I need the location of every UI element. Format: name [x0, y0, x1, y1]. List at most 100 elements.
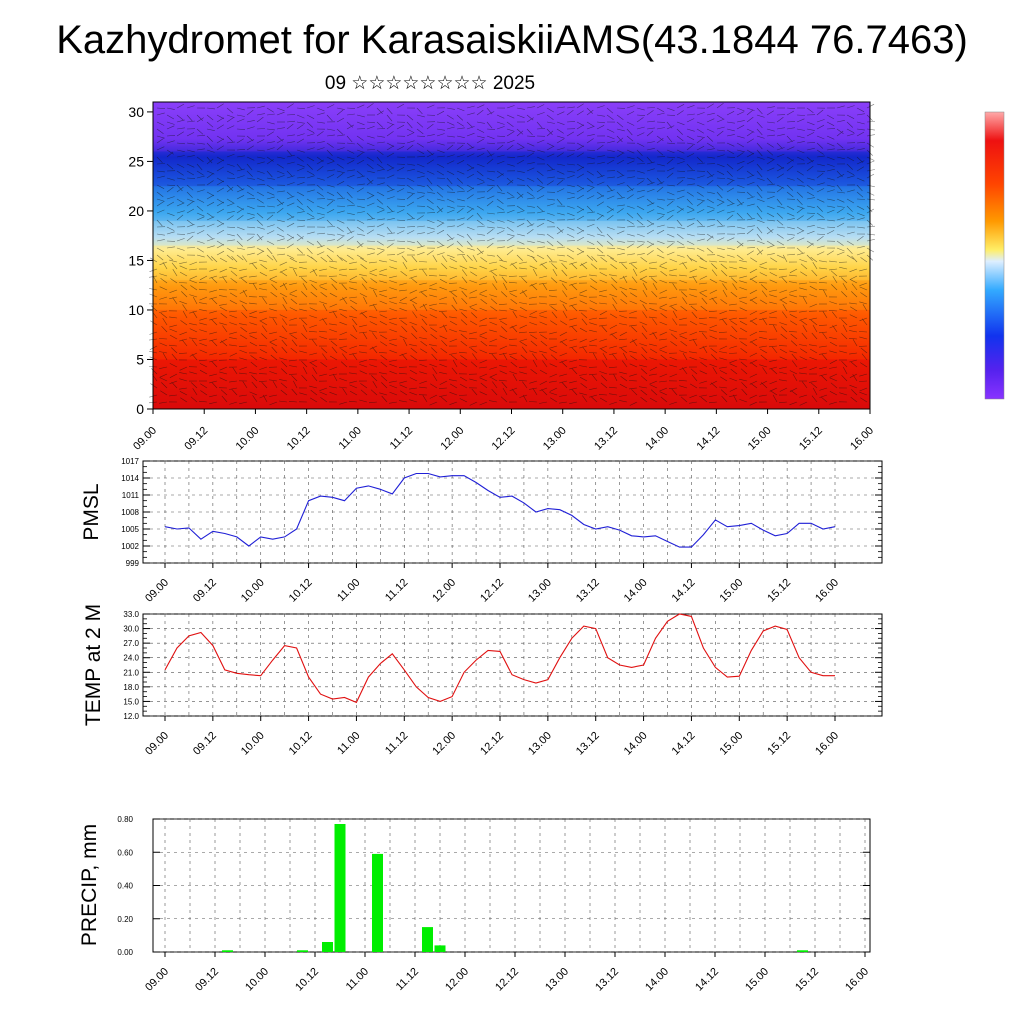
wind-barb [796, 226, 805, 232]
wind-barb [551, 263, 558, 270]
wind-barb [296, 124, 304, 130]
wind-barb [689, 357, 698, 361]
wind-barb [456, 198, 465, 202]
precip-bar [222, 950, 233, 952]
wind-barb [199, 338, 208, 341]
wind-barb [310, 362, 318, 368]
wind-barb [566, 218, 575, 221]
wind-barb [411, 255, 418, 263]
wind-barb [316, 191, 324, 197]
wind-barb [546, 114, 554, 120]
wind-barb [556, 106, 565, 109]
wind-barb [416, 155, 426, 158]
x-tick-label: 13.00 [526, 730, 554, 758]
wind-barb [386, 123, 394, 130]
wind-barb [209, 338, 218, 342]
wind-barb [269, 275, 278, 280]
wind-barb [361, 276, 368, 284]
wind-barb [579, 338, 588, 343]
wind-barb [479, 324, 488, 327]
wind-barb [156, 128, 164, 134]
wind-barb [846, 175, 855, 179]
wind-barb [526, 247, 534, 253]
wind-barb [406, 226, 416, 228]
wind-barb [726, 180, 734, 186]
wind-barb [179, 391, 188, 396]
wind-barb [502, 387, 508, 396]
wind-barb [492, 275, 498, 284]
wind-barb [440, 396, 448, 403]
wind-barb [199, 296, 208, 301]
wind-barb [599, 272, 608, 277]
wind-barb [256, 105, 265, 109]
wind-barb [626, 212, 634, 219]
wind-barb [416, 195, 425, 200]
wind-barb [261, 381, 268, 389]
wind-barb [378, 352, 388, 354]
wind-barb [249, 310, 258, 315]
wind-barb [420, 291, 428, 298]
wind-barb [728, 309, 738, 312]
wind-barb [726, 214, 734, 221]
x-tick-label: 16.00 [848, 425, 876, 453]
wind-barb [826, 135, 835, 140]
wind-barb [189, 261, 198, 266]
wind-barb [709, 296, 718, 300]
wind-barb [826, 230, 835, 235]
wind-barb [479, 317, 488, 322]
wind-barb [296, 219, 306, 221]
wind-barb [206, 107, 216, 110]
wind-barb [452, 359, 458, 368]
wind-barb [619, 286, 628, 291]
wind-barb [586, 125, 595, 130]
wind-barb [329, 303, 338, 308]
wind-barb [656, 163, 665, 167]
wind-barb [436, 128, 445, 131]
wind-barb [536, 195, 545, 200]
wind-barb [632, 339, 638, 347]
wind-barb [766, 226, 773, 233]
wind-barb [636, 212, 643, 220]
wind-barb [859, 317, 868, 322]
wind-barb [406, 144, 414, 151]
wind-barb [796, 170, 804, 176]
wind-barb [446, 170, 455, 175]
wind-barb [262, 297, 268, 305]
wind-barb [169, 363, 178, 368]
precip-bar [422, 927, 433, 952]
wind-barb [309, 279, 318, 284]
wind-barb [710, 382, 718, 389]
wind-barb [526, 128, 533, 136]
wind-barb [589, 344, 598, 347]
wind-barb [569, 296, 578, 300]
x-tick-label: 10.12 [285, 425, 313, 453]
wind-barb [246, 246, 255, 249]
wind-barb [426, 104, 435, 109]
wind-barb [196, 134, 206, 137]
wind-barb [376, 135, 385, 138]
wind-barb [266, 230, 275, 235]
x-tick-label: 15.12 [765, 577, 793, 605]
wind-barb [490, 270, 498, 277]
wind-barb [399, 308, 408, 312]
wind-barb [736, 191, 746, 193]
wind-barb [542, 360, 548, 368]
wind-barb [296, 121, 305, 124]
wind-barb [386, 205, 393, 212]
wind-barb [430, 333, 438, 340]
wind-barb [596, 125, 605, 130]
wind-barb [536, 187, 544, 193]
wind-barbs [148, 103, 876, 406]
wind-barb [380, 341, 388, 347]
wind-barb [636, 163, 646, 165]
wind-barb [676, 161, 685, 165]
wind-barb [536, 233, 545, 236]
wind-barb [539, 315, 548, 319]
wind-barb [296, 225, 305, 228]
wind-barb [209, 373, 218, 377]
wind-barb [746, 131, 754, 137]
wind-barb [609, 401, 618, 405]
wind-barb [159, 273, 168, 277]
wind-barb [709, 335, 718, 340]
wind-barb [769, 301, 778, 305]
